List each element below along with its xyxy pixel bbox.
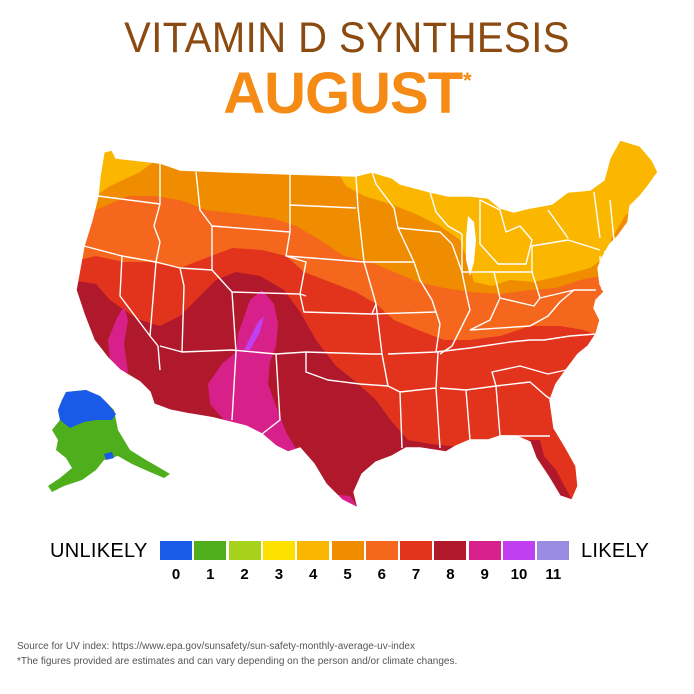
legend-swatch-1 (194, 541, 227, 560)
legend-swatch-10 (503, 541, 535, 560)
uv-bands (76, 140, 658, 508)
month-label: AUGUST (223, 61, 463, 126)
legend-swatch-2 (228, 541, 261, 560)
legend-swatch-4 (297, 541, 330, 560)
alaska-blue (58, 390, 116, 428)
legend-tick-6: 6 (377, 566, 386, 583)
legend-tick-9: 9 (480, 566, 489, 583)
uv-band-9-california (108, 306, 128, 374)
source-footnote: Source for UV index: https://www.epa.gov… (17, 641, 415, 652)
uv-band-7-florida (540, 432, 556, 470)
legend-tick-10: 10 (510, 566, 528, 583)
legend-tick-5: 5 (343, 566, 352, 583)
legend-swatch-8 (434, 541, 467, 560)
legend-swatch-3 (262, 541, 295, 560)
legend-tick-3: 3 (274, 566, 284, 583)
state-borders (75, 139, 659, 509)
legend-swatch-9 (468, 541, 501, 560)
legend-tick-8: 8 (446, 566, 455, 583)
page-title: VITAMIN D SYNTHESIS (124, 14, 570, 62)
legend-tick-1: 1 (206, 566, 215, 583)
legend-tick-11: 11 (545, 566, 562, 583)
asterisk-mark: * (463, 68, 472, 93)
disclaimer-footnote: *The figures provided are estimates and … (17, 656, 458, 667)
legend-swatch-6 (365, 541, 398, 560)
month-title: AUGUST* (0, 60, 694, 127)
legend-likely-label: LIKELY (581, 540, 650, 562)
legend-tick-0: 0 (171, 566, 181, 583)
legend-swatch-0 (160, 541, 192, 560)
uv-band-10 (244, 316, 264, 350)
uv-band-9-southwest (208, 290, 298, 458)
legend-tick-4: 4 (309, 566, 318, 583)
legend-swatch-5 (331, 541, 364, 560)
legend-unlikely-label: UNLIKELY (50, 540, 148, 562)
legend-tick-2: 2 (240, 566, 249, 583)
legend-tick-7: 7 (411, 566, 421, 583)
alaska-blue-south (104, 452, 114, 460)
lake-michigan (466, 216, 476, 276)
legend-swatch-7 (400, 541, 433, 560)
legend-swatch-11 (537, 541, 570, 560)
alaska (48, 390, 170, 492)
